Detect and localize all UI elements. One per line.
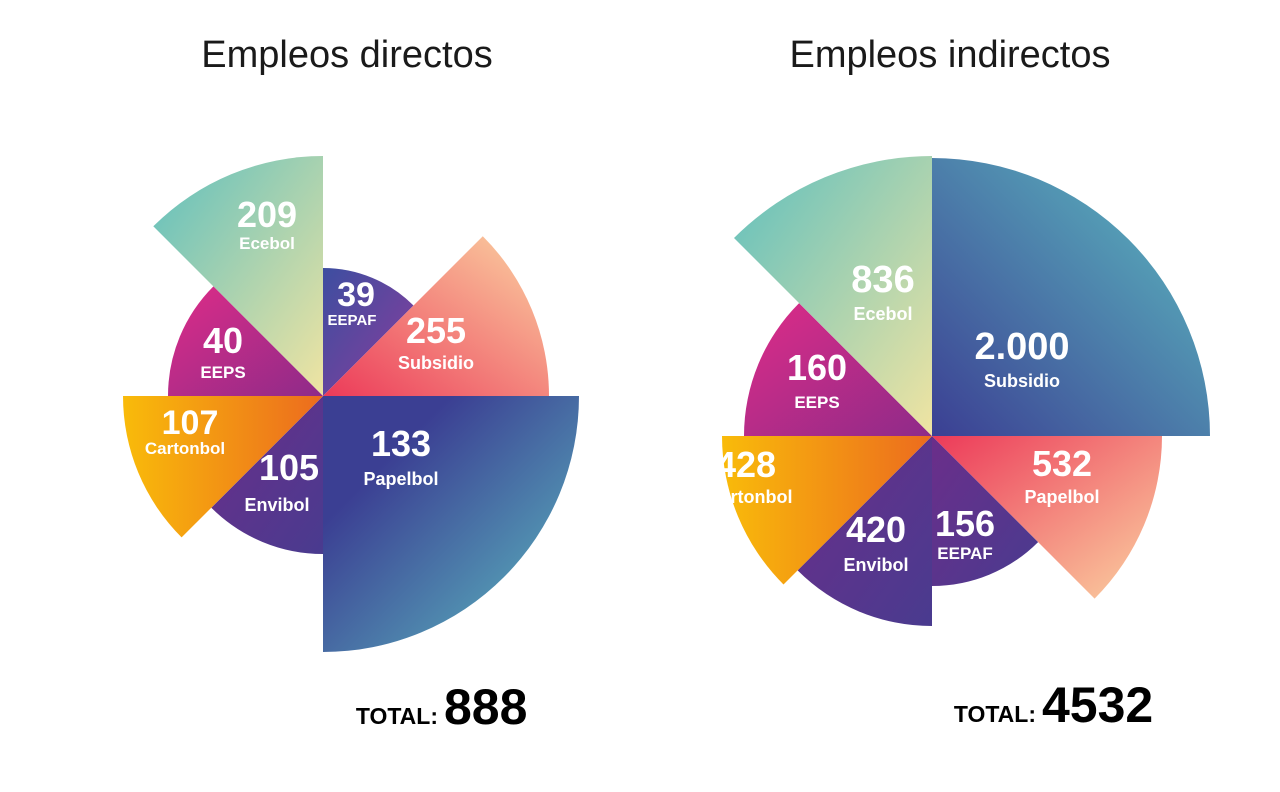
category-label-papelbol: Papelbol: [363, 469, 438, 489]
value-label-papelbol: 532: [1032, 443, 1092, 484]
category-label-envibol: Envibol: [843, 555, 908, 575]
slice-cartonbol: [721, 436, 932, 585]
value-label-subsidio: 2.000: [974, 326, 1069, 368]
total-value-directos: 888: [444, 679, 527, 735]
slice-cartonbol: [123, 396, 323, 538]
slice-eepaf: [932, 436, 1039, 586]
value-label-ecebol: 836: [851, 259, 914, 301]
category-label-cartonbol: Cartonbol: [145, 439, 225, 458]
category-label-ecebol: Ecebol: [239, 234, 295, 253]
value-label-cartonbol: 107: [162, 404, 219, 442]
value-label-papelbol: 133: [371, 423, 431, 464]
category-label-eeps: EEPS: [200, 363, 245, 382]
total-value-indirectos: 4532: [1042, 677, 1153, 733]
category-label-subsidio: Subsidio: [398, 353, 474, 373]
total-label-directos: TOTAL:: [356, 703, 438, 729]
slice-eeps: [744, 303, 932, 436]
category-label-eepaf: EEPAF: [937, 544, 992, 563]
slice-eepaf: [323, 268, 414, 396]
category-label-cartonbol: Cartonbol: [708, 487, 793, 507]
value-label-eepaf: 156: [935, 503, 995, 544]
value-label-eeps: 160: [787, 347, 847, 388]
chart-indirectos: Empleos indirectos 2.000 Subsidio 532 Papel…: [708, 34, 1210, 733]
slice-ecebol: [734, 156, 932, 436]
slice-envibol: [211, 396, 323, 554]
value-label-eeps: 40: [203, 320, 243, 361]
slice-subsidio: [932, 158, 1210, 436]
value-label-envibol: 420: [846, 509, 906, 550]
slice-subsidio: [323, 236, 549, 396]
slice-eeps: [168, 286, 323, 396]
category-label-envibol: Envibol: [244, 495, 309, 515]
value-label-cartonbol: 428: [716, 444, 776, 485]
value-label-envibol: 105: [259, 447, 319, 488]
slices-indirectos: [721, 156, 1210, 627]
chart-title-indirectos: Empleos indirectos: [789, 34, 1110, 76]
slice-papelbol: [932, 436, 1162, 599]
value-label-eepaf: 39: [337, 276, 375, 314]
chart-title-directos: Empleos directos: [201, 34, 492, 76]
slice-envibol: [797, 436, 932, 627]
slice-papelbol: [323, 396, 579, 652]
category-label-eeps: EEPS: [794, 393, 839, 412]
value-label-subsidio: 255: [406, 310, 466, 351]
total-label-indirectos: TOTAL:: [954, 701, 1036, 727]
category-label-subsidio: Subsidio: [984, 371, 1060, 391]
category-label-ecebol: Ecebol: [853, 304, 912, 324]
slice-ecebol: [153, 156, 323, 396]
category-label-papelbol: Papelbol: [1024, 487, 1099, 507]
value-label-ecebol: 209: [237, 194, 297, 235]
slices-directos: [123, 156, 579, 652]
category-label-eepaf: EEPAF: [328, 312, 377, 329]
